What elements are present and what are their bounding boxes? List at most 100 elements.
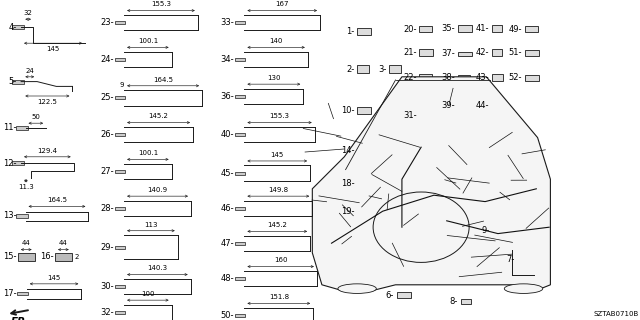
Bar xyxy=(115,170,125,173)
Text: 31-: 31- xyxy=(403,111,417,120)
Bar xyxy=(525,26,538,32)
Text: 10-: 10- xyxy=(341,106,355,115)
Text: 113: 113 xyxy=(144,221,157,228)
Text: 32-: 32- xyxy=(100,308,114,317)
Bar xyxy=(397,292,411,298)
Bar xyxy=(493,227,500,234)
Text: 49-: 49- xyxy=(509,25,522,34)
Bar xyxy=(235,207,245,210)
Bar xyxy=(419,113,438,118)
Bar xyxy=(115,207,125,210)
Bar xyxy=(16,214,28,218)
Text: 130: 130 xyxy=(267,75,280,81)
Bar xyxy=(235,133,245,136)
Text: 18-: 18- xyxy=(341,180,355,188)
Text: 12-: 12- xyxy=(3,159,17,168)
Bar xyxy=(16,126,28,130)
Text: 151.8: 151.8 xyxy=(269,294,289,300)
Text: 24: 24 xyxy=(26,68,34,74)
Text: 145: 145 xyxy=(47,275,61,281)
Bar xyxy=(357,147,371,154)
Bar xyxy=(357,181,370,187)
Text: 129.4: 129.4 xyxy=(37,148,58,154)
Bar xyxy=(235,314,245,317)
Text: 23-: 23- xyxy=(100,18,114,27)
Bar xyxy=(115,133,125,136)
Text: 5-: 5- xyxy=(8,77,17,86)
Bar xyxy=(115,311,125,314)
Text: FR.: FR. xyxy=(11,317,30,320)
Text: 2: 2 xyxy=(74,254,79,260)
Text: 16-: 16- xyxy=(40,252,54,261)
Bar xyxy=(492,74,503,81)
Bar xyxy=(525,50,539,56)
Bar xyxy=(458,75,470,81)
Bar xyxy=(525,75,539,81)
Bar xyxy=(461,299,471,304)
Bar xyxy=(357,65,369,73)
Text: 4-: 4- xyxy=(8,23,17,32)
Text: 3-: 3- xyxy=(378,65,387,74)
Text: 122.5: 122.5 xyxy=(37,99,58,105)
Bar xyxy=(235,95,245,98)
Text: 140: 140 xyxy=(269,38,283,44)
Text: 145.2: 145.2 xyxy=(268,222,287,228)
Text: 1-: 1- xyxy=(346,27,355,36)
Text: SZTAB0710B: SZTAB0710B xyxy=(593,311,639,317)
Bar xyxy=(458,52,472,56)
Text: 29-: 29- xyxy=(100,243,114,252)
Bar xyxy=(235,277,245,280)
Bar xyxy=(17,292,28,295)
Text: 46-: 46- xyxy=(221,204,234,213)
Text: 48-: 48- xyxy=(221,274,234,283)
Text: 14-: 14- xyxy=(341,146,355,155)
Text: 44-: 44- xyxy=(476,101,489,110)
Bar xyxy=(357,208,370,214)
Bar xyxy=(235,172,245,175)
Ellipse shape xyxy=(504,284,543,293)
Text: 145: 145 xyxy=(47,46,60,52)
Text: 11.3: 11.3 xyxy=(18,184,34,190)
Text: 43-: 43- xyxy=(476,73,489,82)
Bar xyxy=(12,161,24,165)
Text: 21-: 21- xyxy=(403,48,417,57)
Bar xyxy=(492,49,502,56)
Text: 15-: 15- xyxy=(3,252,17,261)
Bar xyxy=(458,102,470,109)
Text: 27-: 27- xyxy=(100,167,114,176)
Text: 145: 145 xyxy=(271,152,284,158)
Bar xyxy=(115,21,125,24)
Bar xyxy=(458,25,472,32)
Bar xyxy=(235,58,245,61)
Text: 8-: 8- xyxy=(450,297,458,306)
Text: 167: 167 xyxy=(275,1,289,7)
Text: 44: 44 xyxy=(59,240,68,246)
Text: 25-: 25- xyxy=(100,93,114,102)
Bar xyxy=(55,253,72,261)
Text: 52-: 52- xyxy=(509,73,522,82)
Text: 41-: 41- xyxy=(476,24,489,33)
Text: 37-: 37- xyxy=(442,49,455,58)
Text: 50: 50 xyxy=(31,114,40,120)
Text: 36-: 36- xyxy=(221,92,234,101)
Text: 50-: 50- xyxy=(221,311,234,320)
Text: 155.3: 155.3 xyxy=(151,1,171,7)
Text: 149.8: 149.8 xyxy=(268,187,289,193)
Text: 100: 100 xyxy=(141,291,155,297)
Text: 7-: 7- xyxy=(506,255,515,264)
Polygon shape xyxy=(312,77,550,291)
Bar xyxy=(419,49,433,56)
Text: 35-: 35- xyxy=(442,24,455,33)
Bar xyxy=(115,96,125,100)
Text: 140.3: 140.3 xyxy=(147,265,168,271)
Text: 45-: 45- xyxy=(221,169,234,178)
Text: 17-: 17- xyxy=(3,289,17,298)
Text: 39-: 39- xyxy=(442,101,455,110)
Text: 145.2: 145.2 xyxy=(148,113,168,119)
Bar xyxy=(492,25,502,32)
Text: 26-: 26- xyxy=(100,130,114,139)
Text: 33-: 33- xyxy=(221,18,234,27)
Text: 34-: 34- xyxy=(221,55,234,64)
Bar xyxy=(492,102,502,109)
Text: 140.9: 140.9 xyxy=(147,187,168,193)
